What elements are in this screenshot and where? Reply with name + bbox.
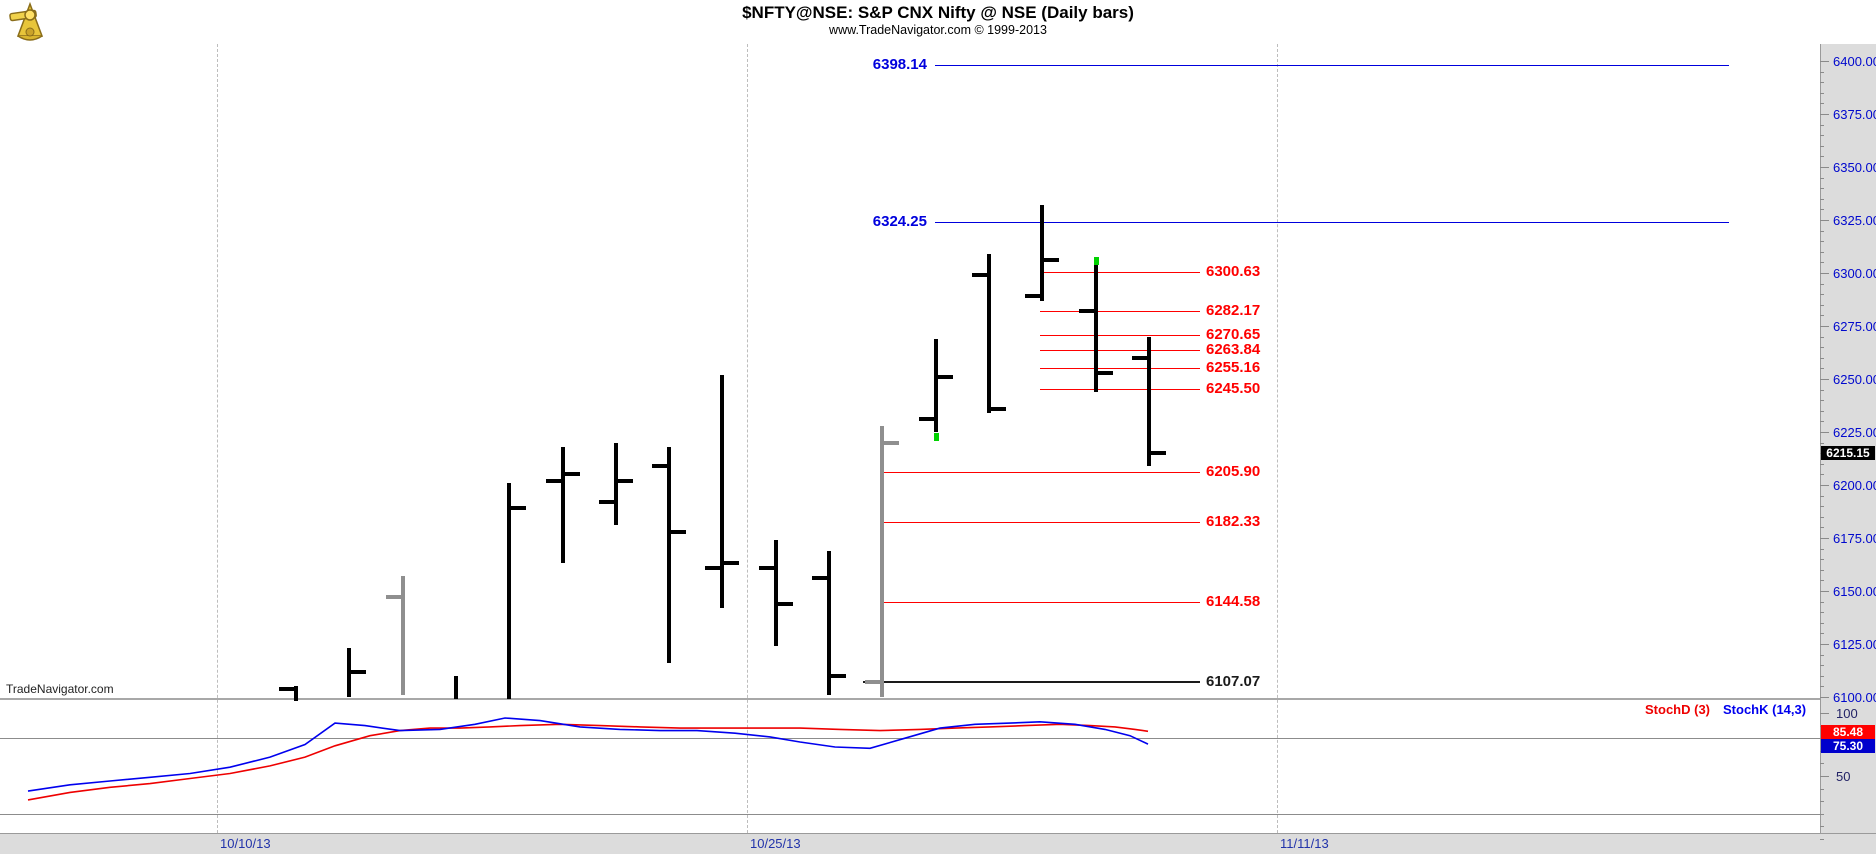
chart-title: $NFTY@NSE: S&P CNX Nifty @ NSE (Daily ba… — [742, 3, 1134, 22]
chart-header: $NFTY@NSE: S&P CNX Nifty @ NSE (Daily ba… — [0, 0, 1876, 45]
price-axis[interactable] — [1820, 44, 1876, 833]
watermark-text: TradeNavigator.com — [6, 682, 114, 696]
price-chart-panel[interactable] — [0, 44, 1820, 698]
stochastic-panel[interactable] — [0, 700, 1820, 833]
panel-separator — [0, 698, 1876, 700]
date-axis[interactable] — [0, 833, 1876, 854]
trade-navigator-logo-icon — [4, 1, 56, 42]
chart-subtitle: www.TradeNavigator.com © 1999-2013 — [829, 23, 1047, 37]
